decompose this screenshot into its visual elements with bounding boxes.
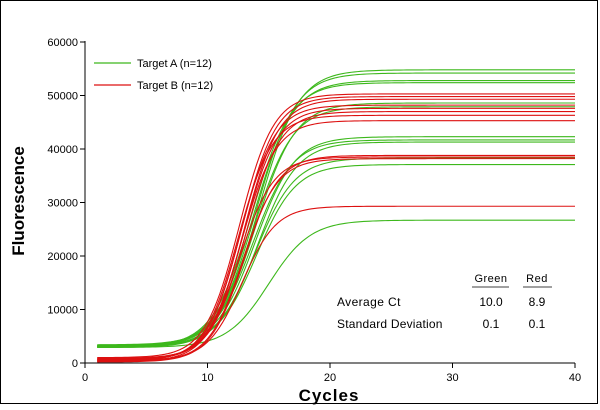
curve-series-1-8 bbox=[97, 139, 575, 347]
stats-value: 0.1 bbox=[483, 317, 500, 331]
stats-value: 10.0 bbox=[479, 295, 503, 309]
x-tick-label: 30 bbox=[446, 372, 458, 384]
curve-series-2-8 bbox=[97, 120, 575, 360]
y-tick-label: 60000 bbox=[47, 37, 78, 49]
y-tick-label: 20000 bbox=[47, 251, 78, 263]
curve-series-1-12 bbox=[97, 219, 575, 348]
legend-label-target-b: Target B (n=12) bbox=[137, 80, 213, 92]
stats-table: Green Red Average Ct 10.0 8.9 Standard D… bbox=[337, 273, 552, 331]
legend: Target A (n=12) Target B (n=12) bbox=[94, 58, 213, 92]
y-tick-label: 0 bbox=[72, 358, 78, 370]
curve-series-2-10 bbox=[97, 156, 575, 361]
curve-series-2-5 bbox=[97, 107, 575, 362]
stats-header-red: Red bbox=[526, 273, 548, 285]
y-tick-label: 30000 bbox=[47, 198, 78, 210]
curve-series-2-12 bbox=[97, 205, 575, 361]
y-axis-label: Fluorescence bbox=[9, 146, 28, 256]
x-tick-label: 20 bbox=[324, 372, 336, 384]
curve-series-1-7 bbox=[97, 136, 575, 348]
stats-row-label: Standard Deviation bbox=[337, 317, 443, 331]
stats-value: 0.1 bbox=[529, 317, 546, 331]
x-axis-label: Cycles bbox=[299, 386, 360, 405]
curve-series-2-1 bbox=[97, 93, 575, 359]
x-tick-label: 40 bbox=[569, 372, 581, 384]
curve-series-1-6 bbox=[97, 106, 575, 347]
y-tick-label: 10000 bbox=[47, 305, 78, 317]
stats-value: 8.9 bbox=[529, 295, 546, 309]
curve-series-1-5 bbox=[97, 102, 575, 346]
axis-ticks: 0 10 20 30 40 0 10000 20000 30000 40000 50000 60000 bbox=[47, 37, 581, 384]
curve-series-2-9 bbox=[97, 154, 575, 363]
legend-label-target-a: Target A (n=12) bbox=[137, 58, 212, 70]
curve-series-1-9 bbox=[97, 141, 575, 348]
stats-row-label: Average Ct bbox=[337, 295, 401, 309]
amplification-curves bbox=[97, 69, 575, 363]
x-tick-label: 10 bbox=[201, 372, 213, 384]
curve-series-1-11 bbox=[97, 163, 575, 347]
x-tick-label: 0 bbox=[82, 372, 88, 384]
y-tick-label: 40000 bbox=[47, 144, 78, 156]
y-tick-label: 50000 bbox=[47, 91, 78, 103]
stats-header-green: Green bbox=[474, 273, 507, 285]
